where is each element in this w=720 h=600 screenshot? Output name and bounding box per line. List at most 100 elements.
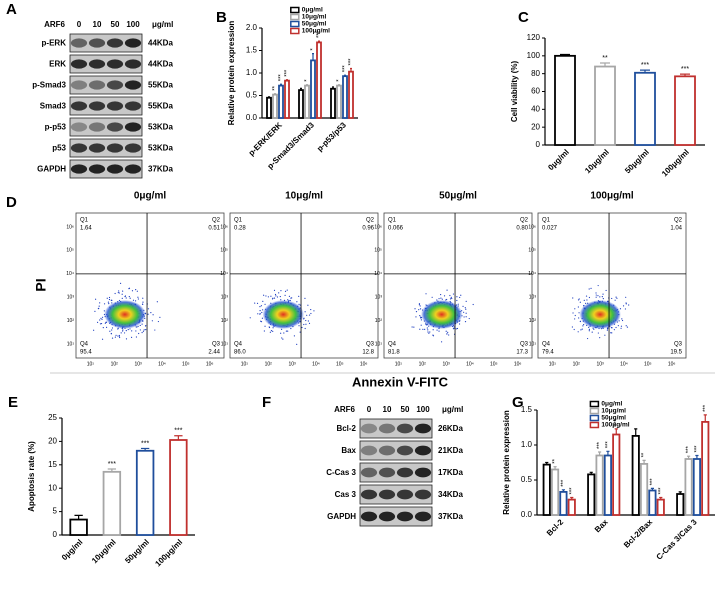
x-tick-label: 10⁵ [490, 361, 498, 367]
event-dot [580, 329, 582, 331]
y-tick-label: 1.5 [521, 405, 533, 414]
event-dot [583, 299, 585, 301]
blot-band [106, 122, 124, 132]
event-dot [147, 313, 149, 315]
blot-strip [359, 506, 433, 527]
y-tick-label: 25 [48, 413, 57, 422]
event-dot [457, 303, 459, 305]
event-dot [159, 316, 161, 319]
x-tick-label: 10⁵ [182, 361, 190, 367]
event-dot [132, 299, 135, 301]
event-dot [595, 292, 597, 294]
event-dot [419, 315, 421, 317]
error-bar [678, 491, 682, 494]
event-dot [156, 301, 158, 303]
bar [640, 462, 649, 516]
error-bar [634, 428, 638, 436]
event-dot [262, 309, 264, 311]
event-dot [590, 287, 592, 289]
event-dot [115, 334, 117, 336]
blot-band [88, 122, 106, 132]
event-dot [135, 336, 138, 338]
event-dot [273, 289, 276, 292]
x-tick-label: 10³ [288, 361, 296, 367]
y-tick-label: 10⁵ [220, 248, 228, 254]
event-dot [121, 297, 123, 299]
event-dot [304, 297, 306, 299]
blot-band [414, 489, 432, 500]
legend-swatch [589, 421, 600, 429]
error-bar [286, 79, 288, 81]
event-dot [432, 334, 434, 336]
blot-strip [359, 484, 433, 505]
event-dot [418, 309, 420, 311]
protein-label: p-Smad3 [32, 81, 66, 90]
event-dot [131, 290, 134, 292]
bar [648, 489, 657, 516]
blot-band [106, 143, 124, 153]
density-blob [104, 300, 146, 329]
event-dot [263, 330, 265, 332]
event-dot [97, 307, 100, 310]
x-tick-label: 10² [265, 361, 273, 367]
significance: * [311, 48, 317, 51]
y-tick-label: 10⁶ [374, 224, 382, 230]
error-bar [597, 451, 602, 456]
blot-band [70, 122, 88, 132]
quadrant-value: 95.4 [80, 350, 92, 356]
quadrant-name: Q4 [542, 342, 551, 348]
event-dot [585, 302, 587, 304]
bar [272, 93, 278, 119]
event-dot [620, 327, 622, 329]
y-tick-label: 80 [531, 69, 540, 78]
event-dot [440, 293, 442, 296]
event-dot [267, 296, 269, 298]
event-dot [261, 317, 264, 319]
error-bar [300, 87, 302, 91]
legend-swatch [290, 13, 300, 21]
event-dot [615, 296, 617, 298]
event-dot [452, 328, 455, 330]
error-bar [614, 428, 618, 435]
error-bar [640, 69, 650, 73]
y-tick-label: 0.0 [246, 113, 258, 122]
event-dot [108, 302, 110, 305]
x-tick-label: 10² [573, 361, 581, 367]
event-dot [432, 329, 434, 331]
x-tick-label: 50μg/ml [123, 538, 151, 566]
bar [278, 84, 284, 119]
event-dot [108, 296, 111, 299]
y-tick-label: 100 [527, 51, 541, 60]
event-dot [624, 308, 627, 310]
significance: *** [317, 30, 323, 38]
blot-band [88, 80, 106, 90]
event-dot [464, 307, 466, 309]
legend-swatch [290, 6, 300, 14]
event-dot [591, 331, 593, 333]
event-dot [287, 299, 289, 301]
protein-label: GAPDH [37, 165, 66, 174]
error-bar [650, 487, 655, 491]
bar [567, 498, 576, 516]
y-tick-label: 2.0 [246, 23, 258, 32]
event-dot [98, 305, 100, 307]
error-bar [545, 461, 549, 465]
x-tick-label: 100μg/ml [660, 148, 691, 179]
event-dot [574, 318, 576, 320]
significance: *** [285, 69, 291, 77]
event-dot [293, 335, 295, 337]
event-dot [103, 310, 105, 312]
event-dot [111, 337, 114, 339]
event-dot [602, 293, 604, 295]
blot-band [88, 143, 106, 153]
legend-label: 50μg/ml [302, 21, 327, 28]
quadrant-value: 19.5 [670, 350, 682, 356]
protein-label: Bax [341, 446, 356, 455]
dose-label: 50 [401, 405, 410, 414]
x-tick-label: 10¹ [395, 361, 403, 367]
blot-band [88, 38, 106, 48]
legend-swatch [589, 400, 600, 408]
blot-band [106, 164, 124, 174]
plot-frame [75, 212, 225, 359]
